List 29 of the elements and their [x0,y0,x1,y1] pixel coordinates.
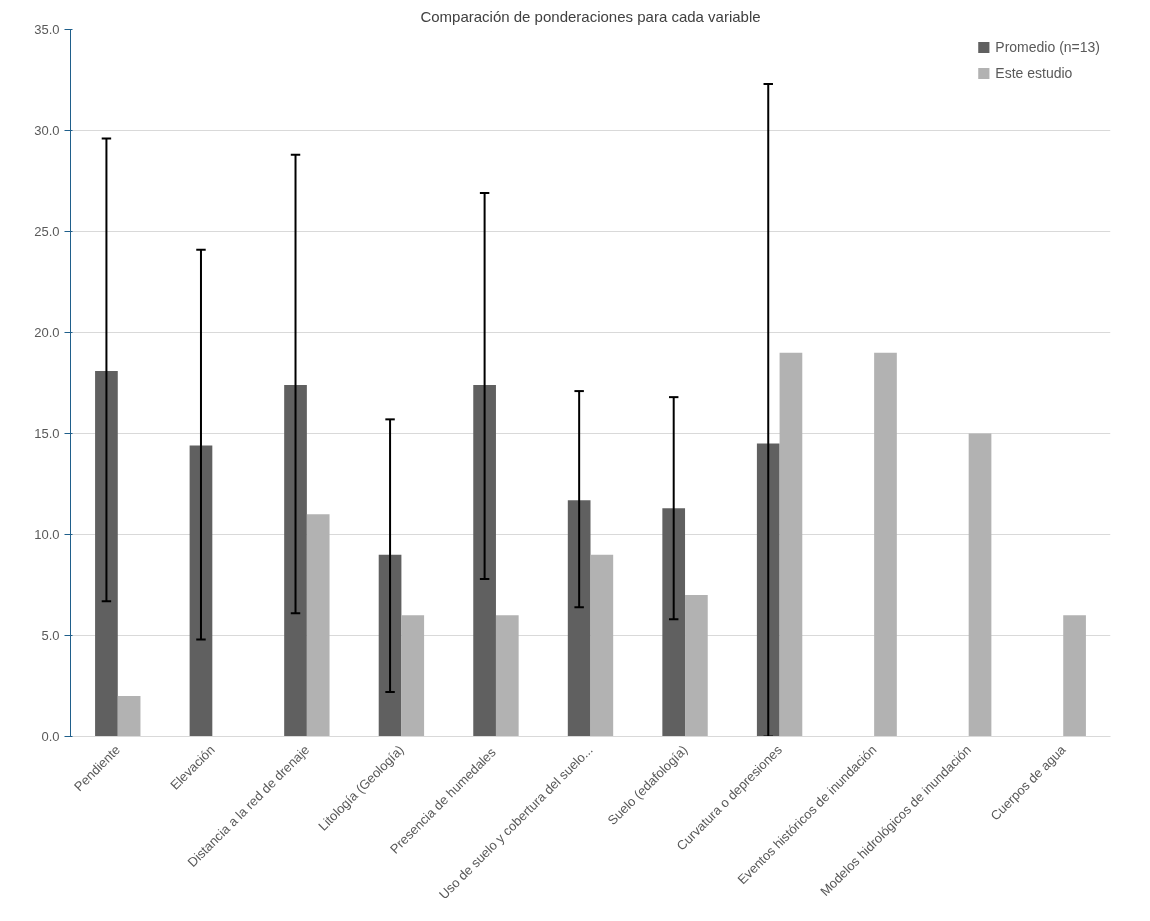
y-tick-label: 15.0 [34,426,60,441]
bar [968,433,992,737]
bar [284,385,307,737]
bar [378,554,402,737]
bar [685,595,708,737]
bar [401,615,425,737]
y-tick-label: 0.0 [41,729,60,744]
bar [567,500,591,737]
legend-label: Promedio (n=13) [995,39,1100,55]
y-tick-label: 10.0 [34,527,60,542]
bar [779,352,803,737]
chart-title: Comparación de ponderaciones para cada variable [420,7,761,25]
bar [1063,615,1086,737]
bar [117,696,141,737]
legend-label: Este estudio [995,65,1073,81]
bar [189,445,213,737]
y-tick-label: 30.0 [34,123,60,138]
bar [473,385,496,737]
y-tick-label: 25.0 [34,224,60,239]
bar [756,443,780,737]
bar [874,352,897,737]
bar [662,508,686,737]
bar [306,514,330,737]
y-tick-label: 35.0 [34,22,60,37]
bar [495,615,519,737]
bar [590,554,614,737]
bar [95,370,118,737]
y-tick-label: 20.0 [34,325,60,340]
y-tick-label: 5.0 [41,628,60,643]
